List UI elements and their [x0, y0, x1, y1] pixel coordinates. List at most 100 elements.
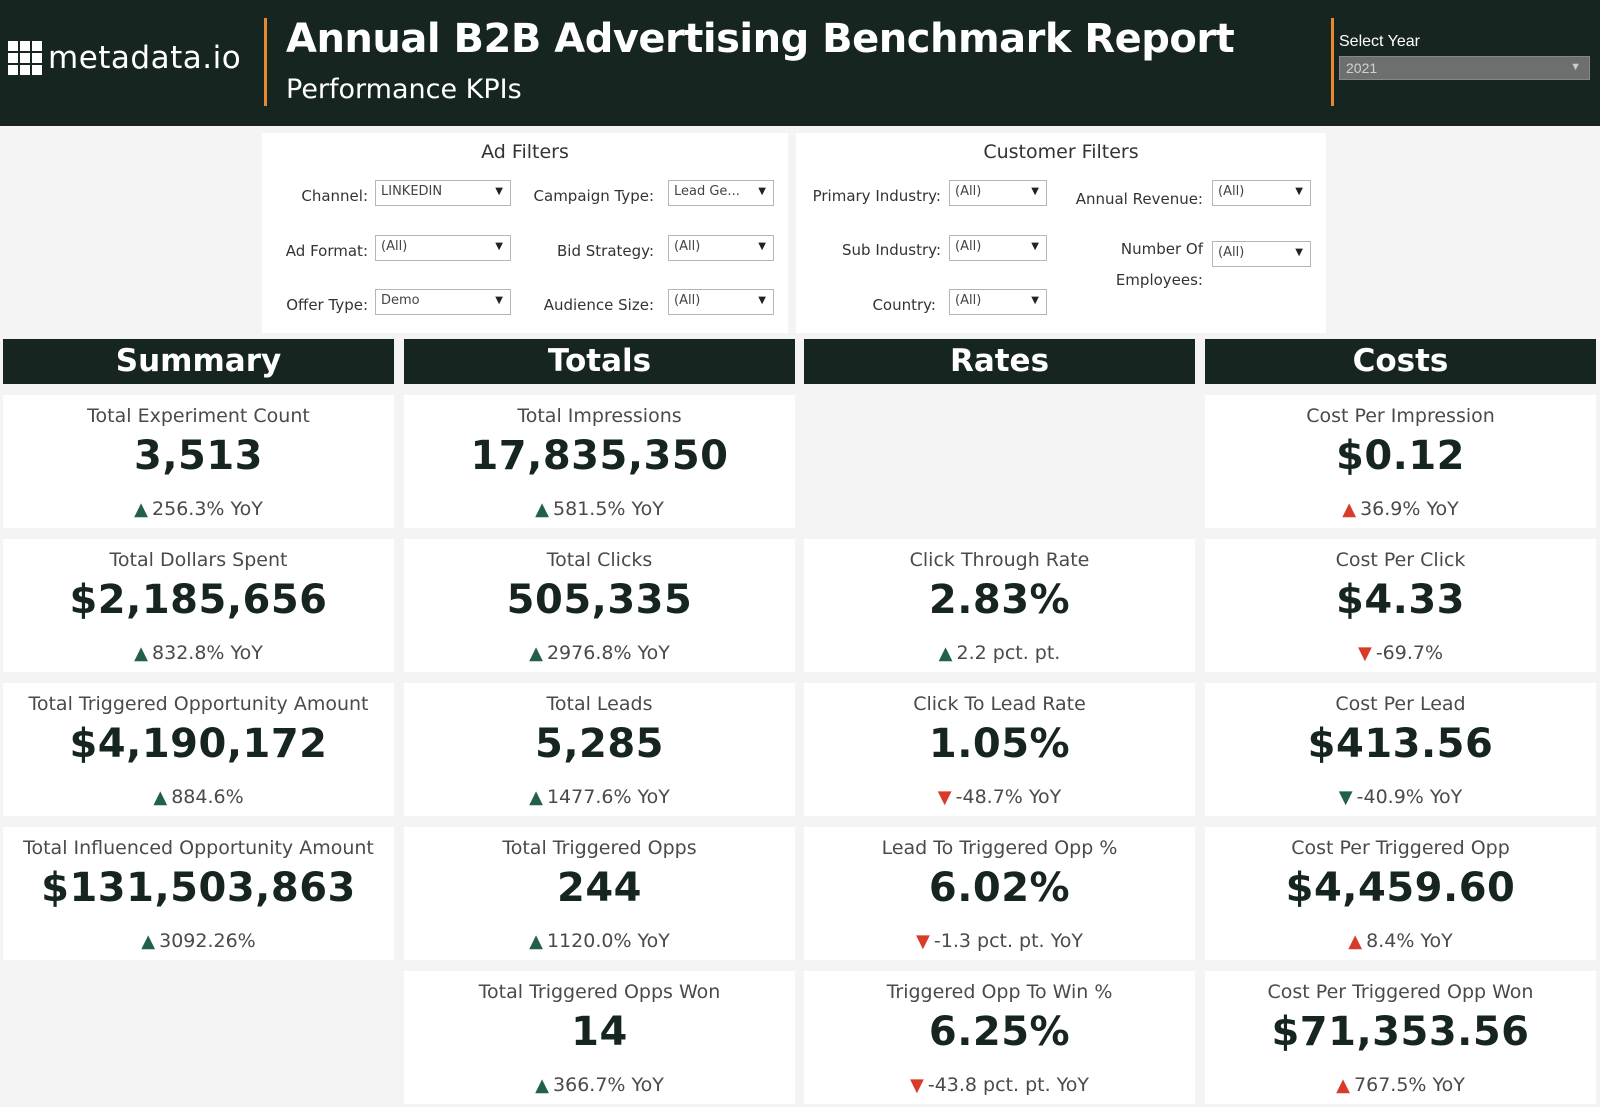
sub-industry-label: Sub Industry:	[842, 241, 941, 259]
bid-strategy-label: Bid Strategy:	[557, 242, 654, 260]
kpi-card-total-triggered-opps: Total Triggered Opps 244 ▲ 1120.0% YoY	[404, 827, 795, 960]
channel-label: Channel:	[301, 187, 368, 205]
kpi-label: Total Influenced Opportunity Amount	[23, 837, 374, 859]
year-select[interactable]: 2021 ▼	[1339, 56, 1590, 80]
kpi-value: 2.83%	[928, 577, 1071, 623]
kpi-label: Total Dollars Spent	[109, 549, 288, 571]
year-label: Select Year	[1339, 33, 1420, 50]
audience-size-select[interactable]: (All) ▼	[668, 289, 774, 315]
kpi-label: Cost Per Triggered Opp	[1291, 837, 1510, 859]
kpi-delta: ▲ 256.3% YoY	[3, 498, 394, 520]
kpi-value: 1.05%	[928, 721, 1071, 767]
chevron-down-icon: ▼	[758, 241, 766, 252]
kpi-label: Total Triggered Opps Won	[478, 981, 721, 1003]
kpi-card-cost-per-triggered-opp-won: Cost Per Triggered Opp Won $71,353.56 ▲ 7…	[1205, 971, 1596, 1104]
year-divider	[1331, 18, 1334, 106]
number-of-employees-select-value: (All)	[1218, 245, 1245, 260]
kpi-delta-text: 581.5% YoY	[553, 498, 664, 520]
kpi-delta-text: -69.7%	[1375, 642, 1444, 664]
kpi-card-click-to-lead-rate: Click To Lead Rate 1.05% ▼ -48.7% YoY	[804, 683, 1195, 816]
kpi-delta: ▲ 3092.26%	[3, 930, 394, 952]
logo-grid-icon	[8, 41, 42, 75]
kpi-label: Cost Per Impression	[1306, 405, 1495, 427]
triangle-down-icon: ▼	[910, 1075, 924, 1096]
primary-industry-label: Primary Industry:	[812, 187, 941, 205]
kpi-delta: ▲ 1120.0% YoY	[404, 930, 795, 952]
section-header-totals: Totals	[404, 339, 795, 384]
metadata-logo: metadata.io	[8, 40, 241, 76]
kpi-value: $131,503,863	[41, 865, 356, 911]
triangle-up-icon: ▲	[529, 643, 543, 664]
ad-format-select-value: (All)	[381, 239, 408, 254]
kpi-value: 3,513	[133, 433, 264, 479]
kpi-label: Total Triggered Opps	[502, 837, 697, 859]
triangle-down-icon: ▼	[1338, 787, 1353, 808]
kpi-delta-text: 2.2 pct. pt.	[956, 642, 1061, 664]
channel-select[interactable]: LINKEDIN ▼	[375, 180, 511, 206]
kpi-delta: ▼ -40.9% YoY	[1205, 786, 1596, 808]
bid-strategy-select[interactable]: (All) ▼	[668, 235, 774, 261]
kpi-delta-text: 3092.26%	[159, 930, 256, 952]
country-select-value: (All)	[955, 293, 982, 308]
chevron-down-icon: ▼	[758, 295, 766, 306]
kpi-value: $4,190,172	[69, 721, 328, 767]
country-select[interactable]: (All) ▼	[949, 289, 1047, 315]
kpi-delta-text: 2976.8% YoY	[546, 642, 670, 664]
kpi-label: Total Experiment Count	[87, 405, 310, 427]
ad-format-select[interactable]: (All) ▼	[375, 235, 511, 261]
kpi-delta: ▼ -43.8 pct. pt. YoY	[804, 1074, 1195, 1096]
kpi-value: $2,185,656	[69, 577, 328, 623]
triangle-up-icon: ▲	[1336, 1075, 1351, 1096]
primary-industry-select[interactable]: (All) ▼	[949, 180, 1047, 206]
kpi-label: Total Impressions	[517, 405, 682, 427]
annual-revenue-select[interactable]: (All) ▼	[1212, 180, 1311, 206]
triangle-up-icon: ▲	[535, 499, 550, 520]
sub-industry-select[interactable]: (All) ▼	[949, 235, 1047, 261]
kpi-delta-text: 1477.6% YoY	[546, 786, 670, 808]
chevron-down-icon: ▼	[1295, 247, 1303, 258]
offer-type-select[interactable]: Demo ▼	[375, 289, 511, 315]
number-of-employees-select[interactable]: (All) ▼	[1212, 241, 1311, 267]
triangle-down-icon: ▼	[916, 931, 930, 952]
bid-strategy-select-value: (All)	[674, 239, 701, 254]
kpi-delta-text: 767.5% YoY	[1354, 1074, 1465, 1096]
kpi-delta: ▲ 36.9% YoY	[1205, 498, 1596, 520]
kpi-delta: ▲ 884.6%	[3, 786, 394, 808]
kpi-value: 244	[557, 865, 642, 911]
kpi-card-total-leads: Total Leads 5,285 ▲ 1477.6% YoY	[404, 683, 795, 816]
kpi-delta: ▼ -1.3 pct. pt. YoY	[804, 930, 1195, 952]
kpi-card-cost-per-impression: Cost Per Impression $0.12 ▲ 36.9% YoY	[1205, 395, 1596, 528]
kpi-delta-text: 36.9% YoY	[1360, 498, 1459, 520]
kpi-label: Total Clicks	[546, 549, 653, 571]
chevron-down-icon: ▼	[495, 295, 503, 306]
kpi-value: 6.02%	[928, 865, 1071, 911]
employees-label-line-2: Employees:	[1115, 271, 1203, 289]
customer-filters-title: Customer Filters	[983, 141, 1139, 163]
kpi-label: Total Leads	[546, 693, 653, 715]
chevron-down-icon: ▼	[495, 186, 503, 197]
triangle-down-icon: ▼	[937, 787, 952, 808]
kpi-card-cost-per-click: Cost Per Click $4.33 ▼ -69.7%	[1205, 539, 1596, 672]
kpi-card-total-experiment-count: Total Experiment Count 3,513 ▲ 256.3% YoY	[3, 395, 394, 528]
kpi-delta-text: 1120.0% YoY	[546, 930, 670, 952]
section-header-rates: Rates	[804, 339, 1195, 384]
kpi-card-lead-to-triggered-opp: Lead To Triggered Opp % 6.02% ▼ -1.3 pct.…	[804, 827, 1195, 960]
kpi-value: $71,353.56	[1271, 1009, 1530, 1055]
kpi-card-total-triggered-opportunity-amount: Total Triggered Opportunity Amount $4,19…	[3, 683, 394, 816]
kpi-card-total-dollars-spent: Total Dollars Spent $2,185,656 ▲ 832.8% Y…	[3, 539, 394, 672]
chevron-down-icon: ▼	[1570, 61, 1581, 73]
section-header-costs: Costs	[1205, 339, 1596, 384]
triangle-up-icon: ▲	[938, 643, 953, 664]
kpi-card-total-triggered-opps-won: Total Triggered Opps Won 14 ▲ 366.7% YoY	[404, 971, 795, 1104]
chevron-down-icon: ▼	[495, 241, 503, 252]
channel-select-value: LINKEDIN	[381, 184, 443, 199]
section-header-summary: Summary	[3, 339, 394, 384]
page-subtitle: Performance KPIs	[286, 74, 522, 105]
offer-type-select-value: Demo	[381, 293, 420, 308]
chevron-down-icon: ▼	[1031, 186, 1039, 197]
campaign-type-select[interactable]: Lead Ge... ▼	[668, 180, 774, 206]
ad-filters-title: Ad Filters	[481, 141, 569, 163]
sub-industry-select-value: (All)	[955, 239, 982, 254]
customer-filters-panel: Customer Filters Primary Industry: (All)…	[796, 133, 1326, 333]
audience-size-select-value: (All)	[674, 293, 701, 308]
